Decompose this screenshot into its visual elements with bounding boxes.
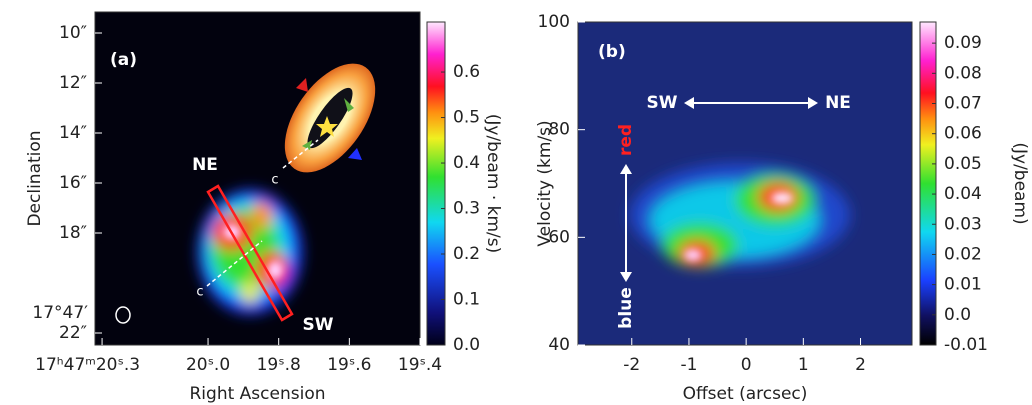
y-tick-label: 14″ <box>59 123 87 143</box>
x-tick-label: 19ˢ.4 <box>398 355 442 375</box>
annotation: NE <box>825 93 851 113</box>
colorbar-tick-label: 0.05 <box>944 154 982 174</box>
colorbar-tick-label: 0.6 <box>453 62 480 82</box>
annotation: NE <box>192 155 218 175</box>
annotation: SW <box>303 315 334 335</box>
panel-label: (a) <box>110 50 137 70</box>
x-tick-label: 2 <box>855 355 866 375</box>
y-tick-label: 16″ <box>59 173 87 193</box>
colorbar-label: (Jy/beam · km/s) <box>483 114 503 254</box>
x-tick-label: -1 <box>680 355 697 375</box>
pv-diagram <box>620 97 850 282</box>
y-tick-label: 12″ <box>59 73 87 93</box>
colorbar-tick-label: 0.3 <box>453 199 480 219</box>
y-tick-label: 17°47′ <box>32 303 88 323</box>
y-tick-label: 10″ <box>59 23 87 43</box>
x-tick-label: 0 <box>741 355 752 375</box>
plot-frame <box>577 21 913 346</box>
x-tick-label: 19ˢ.6 <box>327 355 371 375</box>
x-tick-label: -2 <box>623 355 640 375</box>
colorbar-tick-label: 0.1 <box>453 290 480 310</box>
intensity-map <box>115 63 376 324</box>
colorbar-tick-label: 0.2 <box>453 244 480 264</box>
panel-label: (b) <box>598 42 626 62</box>
y-tick-label: 18″ <box>59 223 87 243</box>
colorbar-tick-label: 0.5 <box>453 108 480 128</box>
colorbar-tick-label: -0.01 <box>944 335 988 355</box>
colorbar-tick-label: 0.02 <box>944 244 982 264</box>
x-tick-label: 1 <box>798 355 809 375</box>
annotation: blue <box>616 287 636 329</box>
x-axis-label: Offset (arcsec) <box>683 384 808 404</box>
annotation: SW <box>647 93 678 113</box>
colorbar-tick-label: 0.06 <box>944 124 982 144</box>
colorbar-tick-label: 0.4 <box>453 153 480 173</box>
colorbar-tick-label: 0.03 <box>944 214 982 234</box>
colorbar-tick-label: 0.09 <box>944 33 982 53</box>
y-tick-label: 60 <box>548 227 570 247</box>
colorbar <box>426 21 446 346</box>
x-tick-label: 17ʰ47ᵐ20ˢ.3 <box>35 355 140 375</box>
y-tick-label: 22″ <box>59 323 87 343</box>
colorbar-label: (Jy/beam) <box>1010 142 1030 224</box>
x-tick-label: 19ˢ.8 <box>257 355 301 375</box>
plot-frame <box>94 11 421 346</box>
x-tick-label: 20ˢ.0 <box>186 355 230 375</box>
colorbar-tick-label: 0.04 <box>944 184 982 204</box>
y-tick-label: 100 <box>538 12 570 32</box>
colorbar <box>919 21 937 346</box>
annotation: red <box>616 124 636 156</box>
colorbar-tick-label: 0.08 <box>944 63 982 83</box>
y-tick-label: 40 <box>548 335 570 355</box>
y-axis-label: Declination <box>25 130 45 226</box>
annotation: c <box>196 285 203 300</box>
colorbar-tick-label: 0.0 <box>944 305 971 325</box>
annotation: c <box>271 173 278 188</box>
colorbar-tick-label: 0.01 <box>944 275 982 295</box>
y-tick-label: 80 <box>548 120 570 140</box>
y-axis-label: Velocity (km/s) <box>535 120 555 246</box>
x-axis-label: Right Ascension <box>190 384 326 404</box>
colorbar-tick-label: 0.0 <box>453 335 480 355</box>
colorbar-tick-label: 0.07 <box>944 94 982 114</box>
